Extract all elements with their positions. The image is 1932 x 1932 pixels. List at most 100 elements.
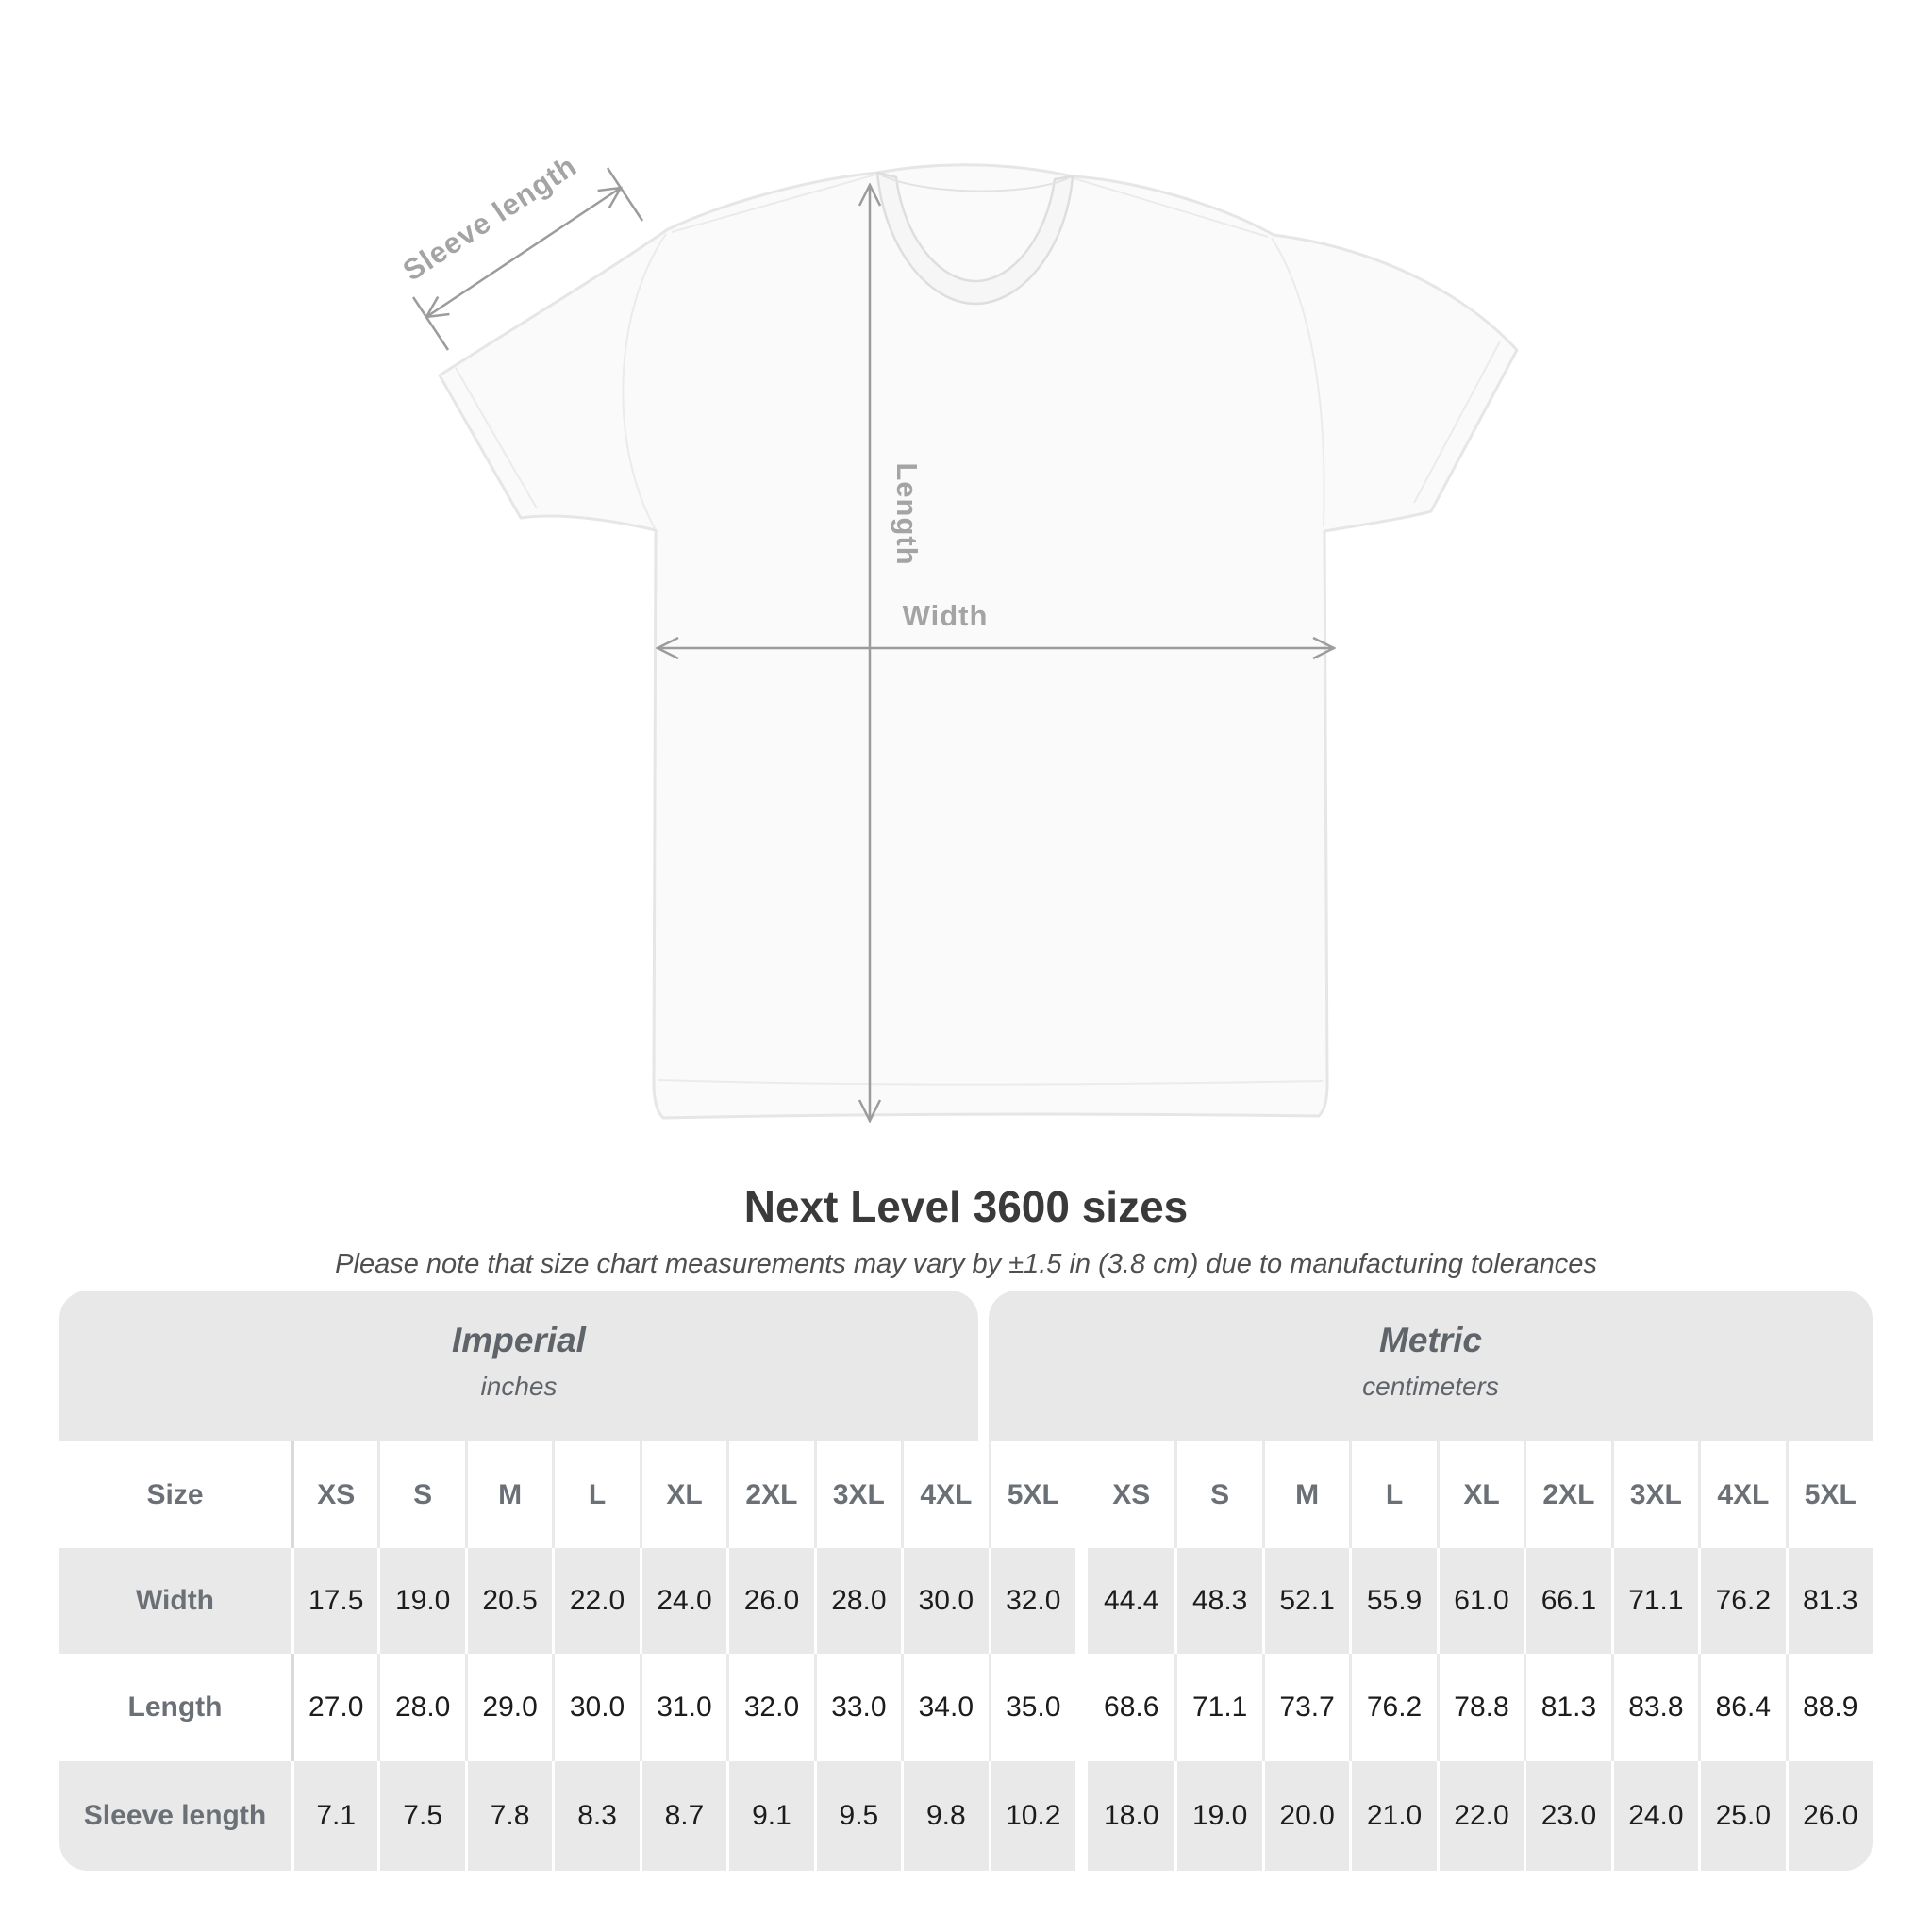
measurement-value: 35.0 (988, 1654, 1075, 1761)
measurement-value: 34.0 (901, 1654, 989, 1761)
size-header: 5XL (988, 1441, 1075, 1548)
size-header: M (1261, 1441, 1350, 1548)
sleeve-length-label: Sleeve length (397, 149, 583, 288)
measurement-value: 55.9 (1349, 1548, 1437, 1654)
length-label: Length (891, 462, 924, 565)
measurement-value: 68.6 (1087, 1654, 1175, 1761)
measurement-value: 22.0 (1436, 1761, 1524, 1871)
imperial-title: Imperial (452, 1321, 586, 1359)
measurement-value: 28.0 (813, 1548, 902, 1654)
measurement-value: 9.1 (726, 1761, 814, 1871)
measurement-value: 44.4 (1087, 1548, 1175, 1654)
page-title: Next Level 3600 sizes (743, 1182, 1189, 1231)
unit-header-row: Imperial inches Metric centimeters (59, 1291, 1873, 1441)
measurement-value: 73.7 (1261, 1654, 1350, 1761)
measurement-value: 61.0 (1436, 1548, 1524, 1654)
measurement-value: 81.3 (1524, 1654, 1611, 1761)
measurement-value: 9.8 (901, 1761, 989, 1871)
size-header: XL (1436, 1441, 1524, 1548)
measurement-value: 30.0 (552, 1654, 640, 1761)
measurement-value: 22.0 (552, 1548, 640, 1654)
measurement-value: 32.0 (988, 1548, 1075, 1654)
measurement-value: 27.0 (291, 1654, 378, 1761)
measurement-value: 20.0 (1261, 1761, 1350, 1871)
tolerance-note: Please note that size chart measurements… (335, 1249, 1597, 1279)
measurement-value: 71.1 (1610, 1548, 1699, 1654)
size-header: XS (291, 1441, 378, 1548)
measurement-value: 21.0 (1349, 1761, 1437, 1871)
measurement-value: 71.1 (1174, 1654, 1262, 1761)
collar (875, 171, 1074, 306)
imperial-unit: inches (480, 1372, 558, 1401)
metric-title: Metric (1379, 1321, 1482, 1359)
measurement-value: 48.3 (1174, 1548, 1262, 1654)
measurement-value: 7.8 (464, 1761, 553, 1871)
measurement-value: 19.0 (1174, 1761, 1262, 1871)
size-header: 2XL (726, 1441, 814, 1548)
measurement-value: 66.1 (1524, 1548, 1611, 1654)
measurement-value: 7.5 (377, 1761, 465, 1871)
size-header: XL (639, 1441, 727, 1548)
measurement-value: 33.0 (813, 1654, 902, 1761)
metric-unit: centimeters (1362, 1372, 1499, 1401)
size-header: S (377, 1441, 465, 1548)
imperial-header: Imperial inches (59, 1291, 978, 1441)
size-header: 3XL (813, 1441, 902, 1548)
section-divider (1074, 1548, 1088, 1654)
measurement-value: 86.4 (1698, 1654, 1786, 1761)
size-header: 5XL (1785, 1441, 1873, 1548)
measurement-value: 88.9 (1785, 1654, 1873, 1761)
size-header: 4XL (901, 1441, 989, 1548)
measurement-value: 81.3 (1785, 1548, 1873, 1654)
measurement-value: 78.8 (1436, 1654, 1524, 1761)
section-divider (1074, 1654, 1088, 1761)
section-divider (1074, 1761, 1088, 1871)
measurement-value: 24.0 (639, 1548, 727, 1654)
measurement-value: 24.0 (1610, 1761, 1699, 1871)
size-header: L (1349, 1441, 1437, 1548)
measurement-value: 20.5 (464, 1548, 553, 1654)
measurement-value: 25.0 (1698, 1761, 1786, 1871)
sleeve-arrow-tick-end (606, 167, 644, 222)
measurement-value: 17.5 (291, 1548, 378, 1654)
measurement-value: 8.7 (639, 1761, 727, 1871)
section-divider (1074, 1441, 1088, 1548)
size-header: 2XL (1524, 1441, 1611, 1548)
size-header: M (464, 1441, 553, 1548)
row-label: Width (59, 1548, 291, 1654)
width-label: Width (903, 599, 989, 632)
size-header: 3XL (1610, 1441, 1699, 1548)
measurement-value: 10.2 (988, 1761, 1075, 1871)
measurement-value: 7.1 (291, 1761, 378, 1871)
measurement-value: 26.0 (726, 1548, 814, 1654)
row-label: Length (59, 1654, 291, 1761)
size-chart: Imperial inches Metric centimeters Size X… (59, 1291, 1873, 1871)
size-header: 4XL (1698, 1441, 1786, 1548)
measurement-value: 31.0 (639, 1654, 727, 1761)
sleeve-length-arrow (426, 188, 621, 317)
measurement-value: 32.0 (726, 1654, 814, 1761)
measurement-value: 76.2 (1349, 1654, 1437, 1761)
size-table: Size XS S M L XL 2XL 3XL 4XL 5XL XS S M L XL 2XL 3XL 4XL 5… (59, 1441, 1873, 1871)
size-header: S (1174, 1441, 1262, 1548)
measurement-value: 18.0 (1087, 1761, 1175, 1871)
measurement-value: 23.0 (1524, 1761, 1611, 1871)
measurement-value: 26.0 (1785, 1761, 1873, 1871)
measurement-value: 76.2 (1698, 1548, 1786, 1654)
size-header: XS (1087, 1441, 1175, 1548)
measurement-value: 8.3 (552, 1761, 640, 1871)
measurement-value: 52.1 (1261, 1548, 1350, 1654)
measurement-value: 19.0 (377, 1548, 465, 1654)
sleeve-arrow-tick-start (411, 296, 450, 351)
measurement-value: 9.5 (813, 1761, 902, 1871)
tshirt-outline (438, 163, 1519, 1120)
size-header: L (552, 1441, 640, 1548)
measurement-value: 83.8 (1610, 1654, 1699, 1761)
measurement-value: 29.0 (464, 1654, 553, 1761)
measurement-value: 28.0 (377, 1654, 465, 1761)
metric-header: Metric centimeters (989, 1291, 1873, 1441)
size-column-header: Size (59, 1441, 291, 1548)
row-label: Sleeve length (59, 1761, 291, 1871)
tshirt-measurement-diagram: Sleeve length Length Width (397, 149, 1519, 1179)
